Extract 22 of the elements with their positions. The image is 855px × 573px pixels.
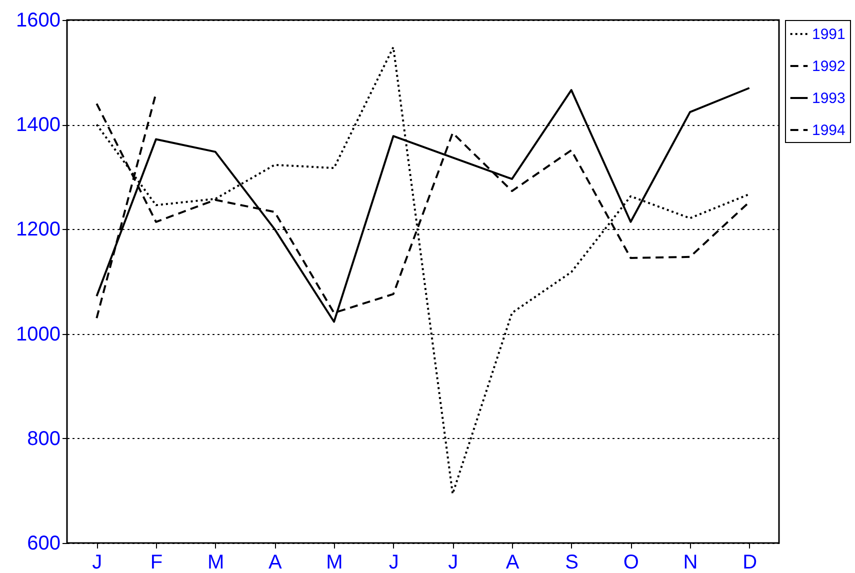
x-tick-label: J <box>388 552 399 573</box>
y-tick-label: 800 <box>27 428 60 450</box>
legend-label: 1991 <box>812 26 846 43</box>
legend-label: 1994 <box>812 122 846 139</box>
x-tick-label: J <box>448 552 458 573</box>
y-tick-label: 1600 <box>16 10 60 32</box>
x-tick-label: J <box>92 552 102 573</box>
legend-label: 1993 <box>812 90 846 107</box>
y-tick-label: 600 <box>27 532 60 554</box>
x-tick-label: O <box>623 552 639 573</box>
x-tick-label: M <box>207 552 224 573</box>
y-tick-label: 1000 <box>16 323 60 346</box>
x-tick-label: N <box>683 552 698 573</box>
x-tick-label: M <box>326 552 343 573</box>
legend-label: 1992 <box>812 58 846 75</box>
x-tick-label: F <box>150 552 163 573</box>
x-tick-label: S <box>565 552 579 573</box>
x-tick-label: A <box>506 552 520 573</box>
y-tick-label: 1400 <box>16 114 60 136</box>
x-tick-label: D <box>742 552 758 573</box>
y-tick-label: 1200 <box>16 218 60 241</box>
x-tick-label: A <box>268 552 282 573</box>
